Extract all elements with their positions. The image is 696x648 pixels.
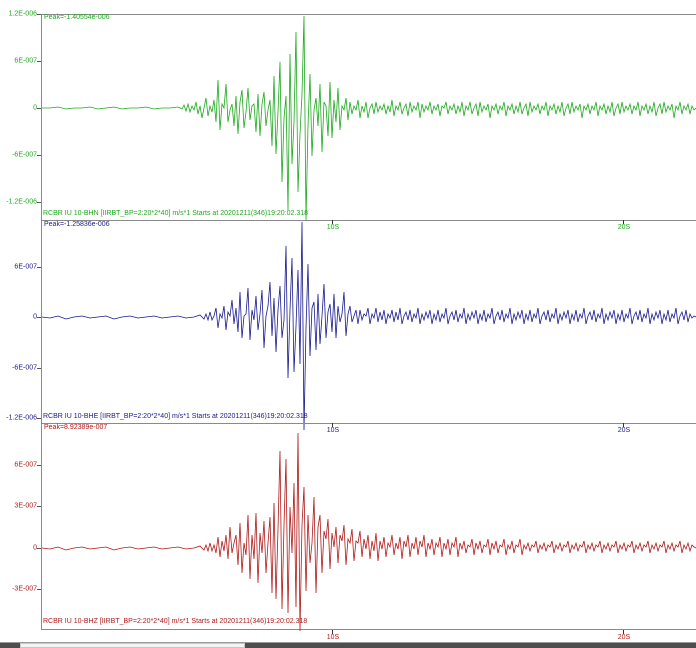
y-tick-label: 6E-007	[14, 263, 37, 271]
plot-frame	[41, 14, 696, 220]
y-tick	[37, 267, 41, 268]
y-tick-label: 6E-007	[14, 57, 37, 65]
y-tick-label: -3E-007	[12, 585, 37, 593]
y-tick-label: 0	[33, 544, 37, 552]
x-tick-label: 20S	[617, 224, 631, 231]
y-tick	[37, 155, 41, 156]
y-tick-label: 0	[33, 104, 37, 112]
y-tick-label: 3E-007	[14, 502, 37, 510]
x-tick-label: 10S	[326, 634, 340, 641]
y-tick-label: -6E-007	[12, 364, 37, 372]
y-tick	[37, 506, 41, 507]
x-tick	[332, 423, 333, 427]
y-tick	[37, 548, 41, 549]
y-tick-label: 6E-007	[14, 461, 37, 469]
x-tick	[623, 630, 624, 634]
y-tick	[37, 368, 41, 369]
y-tick	[37, 108, 41, 109]
y-tick	[37, 589, 41, 590]
y-tick-label: 0	[33, 313, 37, 321]
trace-info-label: RCBR IU 10-BHE [IIRBT_BP=2:20*2*40] m/s*…	[43, 413, 308, 420]
waveform-bhz	[41, 432, 696, 632]
trace-info-label: RCBR IU 10-BHN [IIRBT_BP=2:20*2*40] m/s*…	[43, 210, 309, 217]
y-tick	[37, 465, 41, 466]
y-tick	[37, 202, 41, 203]
y-tick	[37, 61, 41, 62]
waveform-bhe	[41, 221, 696, 431]
plot-frame	[41, 423, 696, 630]
x-tick-label: 10S	[326, 224, 340, 231]
y-tick	[37, 418, 41, 419]
scrollbar-left-track[interactable]	[0, 643, 20, 648]
x-tick	[332, 630, 333, 634]
y-tick-label: -6E-007	[12, 151, 37, 159]
y-tick-label: -1.2E-006	[6, 414, 37, 422]
panel-bhz: 10S 20S Peak=8.92389e-007 6E-007 3E-007 …	[0, 423, 696, 632]
scrollbar-thumb[interactable]	[20, 643, 245, 648]
x-tick-label: 20S	[617, 427, 631, 434]
y-tick	[37, 14, 41, 15]
trace-info-label: RCBR IU 10-BHZ [IIRBT_BP=2:20*2*40] m/s*…	[43, 618, 308, 625]
waveform-bhn	[42, 15, 696, 221]
scrollbar-right-track[interactable]	[245, 643, 696, 648]
panel-bhn: Peak=-1.40554e-006 1.2E-006 6E-007 0 -6E…	[0, 10, 696, 221]
x-tick-label: 10S	[326, 427, 340, 434]
horizontal-scrollbar[interactable]	[0, 642, 696, 648]
y-tick-label: -1.2E-006	[6, 198, 37, 206]
peak-label: Peak=8.92389e-007	[44, 424, 108, 431]
y-tick	[37, 317, 41, 318]
x-tick	[623, 220, 624, 224]
peak-label: Peak=-1.40554e-006	[44, 14, 110, 21]
x-tick-label: 20S	[617, 634, 631, 641]
plot-frame	[41, 220, 696, 423]
peak-label: Peak=-1.25836e-006	[44, 221, 110, 228]
y-tick-label: 1.2E-006	[8, 10, 37, 18]
x-tick	[623, 423, 624, 427]
panel-bhe: 10S 20S Peak=-1.25836e-006 6E-007 0 -6E-…	[0, 220, 696, 431]
x-tick	[332, 220, 333, 224]
